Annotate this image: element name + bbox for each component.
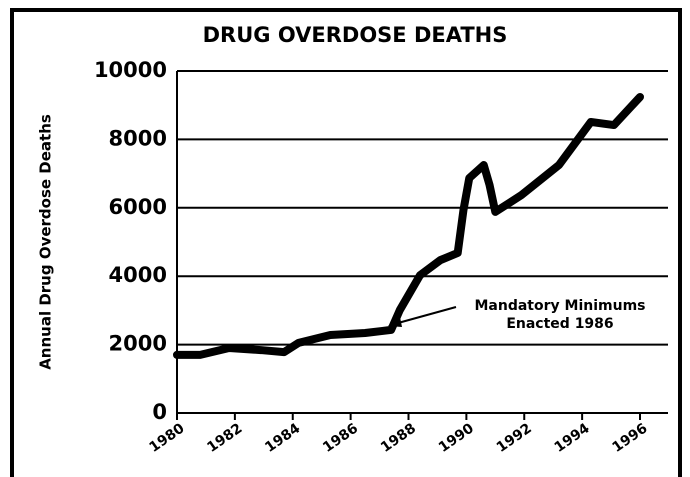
y-tick-label: 2000 (109, 332, 167, 356)
x-tick-label: 1986 (320, 420, 361, 455)
data-line (173, 92, 644, 359)
y-tick-label: 8000 (109, 126, 167, 150)
frame (10, 8, 682, 477)
x-tick-label: 1990 (436, 420, 477, 456)
x-tick-label: 1992 (494, 420, 535, 455)
x-tick-label: 1980 (146, 420, 187, 456)
y-tick-label: 6000 (109, 195, 167, 219)
y-tick-label: 10000 (94, 58, 167, 82)
annotation: Enacted 1986 (506, 316, 613, 332)
annotation-arrow (397, 306, 457, 324)
x-tick-label: 1994 (552, 420, 593, 456)
y-tick-label: 4000 (109, 263, 167, 287)
annotation: Mandatory Minimums (474, 298, 645, 314)
y-tick-label: 0 (152, 400, 167, 424)
x-tick-label: 1988 (378, 420, 419, 455)
x-tick-label: 1984 (262, 420, 303, 456)
x-tick-label: 1996 (609, 420, 650, 455)
chart-title: DRUG OVERDOSE DEATHS (203, 23, 508, 47)
x-tick-label: 1982 (204, 420, 245, 455)
y-axis-label: Annual Drug Overdose Deaths (37, 114, 55, 370)
